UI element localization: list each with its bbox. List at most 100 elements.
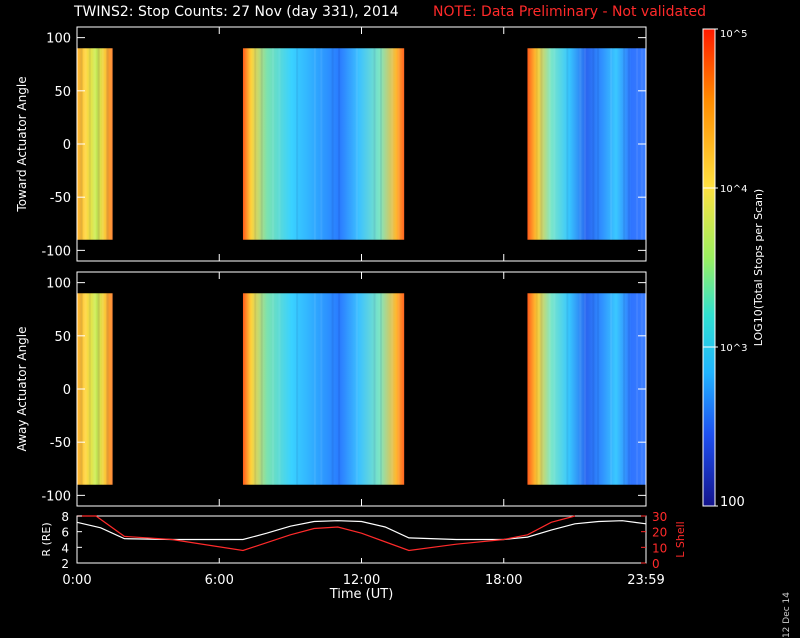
panel-orbit (76, 515, 647, 564)
streak (109, 48, 112, 240)
y-tick-label: -100 (41, 244, 71, 259)
y-tick-label: -50 (50, 436, 71, 451)
streak (278, 48, 281, 240)
streak (535, 48, 538, 240)
streak (97, 48, 100, 240)
streak (597, 48, 600, 240)
streak (107, 293, 110, 485)
panel-away (76, 271, 647, 507)
streak (584, 293, 587, 485)
streak (397, 48, 400, 240)
figure-title: TWINS2: Stop Counts: 27 Nov (day 331), 2… (0, 4, 800, 26)
y-tick-label: 100 (46, 32, 71, 47)
streak (373, 293, 376, 485)
streak (254, 293, 257, 485)
streak (107, 48, 110, 240)
y-tick-label: 0 (63, 138, 71, 153)
streak (548, 293, 551, 485)
streak (271, 48, 274, 240)
streak (553, 48, 556, 240)
x-tick-label: 23:59 (627, 573, 664, 588)
streak (592, 293, 595, 485)
colorbar (702, 28, 718, 507)
streak (105, 293, 108, 485)
streak (88, 293, 91, 485)
x-tick-label: 18:00 (485, 573, 522, 588)
streak (101, 48, 104, 240)
colorbar-tick-label: 10^5 (720, 29, 747, 40)
streak (540, 293, 543, 485)
streak (94, 48, 97, 240)
streak (320, 293, 323, 485)
streak (96, 293, 99, 485)
streak (338, 48, 341, 240)
streak (553, 293, 556, 485)
streak (313, 48, 316, 240)
streak (623, 293, 626, 485)
streak (355, 48, 358, 240)
orbit-left-axis-label: R (RE) (40, 522, 53, 556)
streak (540, 48, 543, 240)
streak (636, 48, 639, 240)
streak (373, 48, 376, 240)
x-axis-label: Time (UT) (329, 587, 394, 600)
plot-title: TWINS2: Stop Counts: 27 Nov (day 331), 2… (74, 4, 399, 20)
streak (84, 293, 87, 485)
streak (105, 48, 108, 240)
streak (111, 293, 114, 485)
x-tick-label: 12:00 (343, 573, 380, 588)
streak (109, 293, 112, 485)
streak (397, 293, 400, 485)
streak (331, 293, 334, 485)
orbit-right-axis-label: L Shell (674, 521, 687, 557)
streak (92, 48, 95, 240)
streak (278, 293, 281, 485)
streak (391, 293, 394, 485)
streak (331, 48, 334, 240)
streak (254, 48, 257, 240)
streak (391, 48, 394, 240)
streak (96, 48, 99, 240)
streak (535, 293, 538, 485)
streak (92, 293, 95, 485)
streak (338, 293, 341, 485)
streak (320, 48, 323, 240)
streak (597, 293, 600, 485)
streak (260, 48, 263, 240)
date-stamp: 12 Dec 14 (782, 592, 792, 638)
y-tick-label: 0 (63, 383, 71, 398)
streak (379, 48, 382, 240)
colorbar-label: LOG10(Total Stops per Scan) (752, 189, 765, 346)
data-block-3 (527, 293, 646, 485)
streak (94, 293, 97, 485)
streak (296, 48, 299, 240)
orbit-right-tick-label: 0 (652, 557, 660, 571)
radius-line (76, 520, 647, 541)
streak (584, 48, 587, 240)
streak (627, 48, 630, 240)
streak (610, 293, 613, 485)
streak (379, 293, 382, 485)
streak (260, 293, 263, 485)
streak (579, 48, 582, 240)
colorbar-tick-label: 10^3 (720, 343, 747, 354)
orbit-right-tick-label: 30 (652, 510, 667, 524)
orbit-left-tick-label: 8 (61, 510, 69, 524)
orbit-right-tick-label: 20 (652, 526, 667, 540)
streak (101, 293, 104, 485)
y-tick-label: 50 (54, 330, 71, 345)
y-tick-label: 50 (54, 85, 71, 100)
preliminary-note: NOTE: Data Preliminary - Not validated (433, 4, 707, 20)
colorbar-gradient (702, 28, 716, 507)
streak (271, 293, 274, 485)
colorbar-tick-label: 10^4 (720, 184, 747, 195)
streak (88, 48, 91, 240)
streak (97, 293, 100, 485)
x-tick-label: 6:00 (205, 573, 234, 588)
streak (636, 293, 639, 485)
l-shell-line (77, 515, 576, 552)
streak (627, 293, 630, 485)
streak (566, 48, 569, 240)
y-tick-label: -100 (41, 489, 71, 504)
